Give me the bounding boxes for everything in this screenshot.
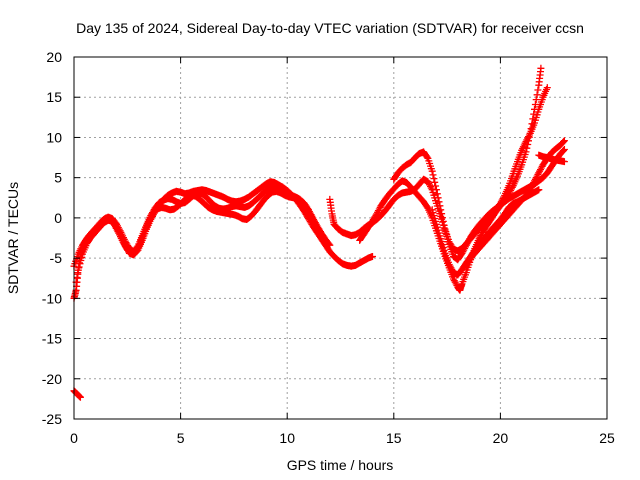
series-markers: [70, 387, 84, 401]
x-tick-label: 25: [599, 430, 615, 446]
x-tick-label: 15: [386, 430, 402, 446]
series-seg-h: [462, 137, 568, 270]
y-tick-label: 20: [46, 49, 62, 65]
y-tick-label: 5: [54, 170, 62, 186]
x-tick-label: 0: [70, 430, 78, 446]
series-seg-c: [72, 187, 323, 286]
y-tick-label: -5: [50, 250, 63, 266]
series-markers: [326, 146, 568, 264]
y-tick-label: -25: [42, 411, 62, 427]
axis-layer: 0 5 10 15 20 25 -25 -20 -15 -10 -5 0 5 10 15 20: [42, 49, 615, 446]
y-tick-label: 15: [46, 89, 62, 105]
y-axis-label: SDTVAR / TECUs: [5, 182, 21, 294]
y-tick-label: 0: [54, 210, 62, 226]
data-layer: [70, 64, 568, 401]
y-tick-label: 10: [46, 129, 62, 145]
series-seg-f: [390, 84, 551, 255]
x-tick-label: 10: [279, 430, 295, 446]
x-tick-label: 5: [177, 430, 185, 446]
y-tick-label: -15: [42, 331, 62, 347]
plot-frame: [73, 56, 608, 420]
y-tick-label: -20: [42, 371, 62, 387]
series-markers: [72, 187, 323, 286]
series-seg-i: [535, 151, 568, 166]
x-axis-label: GPS time / hours: [287, 457, 394, 473]
grid-layer: [74, 57, 607, 419]
series-seg-start-low: [70, 387, 84, 401]
series-markers: [462, 137, 568, 270]
series-seg-d: [326, 146, 568, 264]
y-tick-label: -10: [42, 290, 62, 306]
series-markers: [535, 151, 568, 166]
series-markers: [390, 84, 551, 255]
chart-title: Day 135 of 2024, Sidereal Day-to-day VTE…: [76, 20, 584, 36]
x-tick-label: 20: [493, 430, 509, 446]
